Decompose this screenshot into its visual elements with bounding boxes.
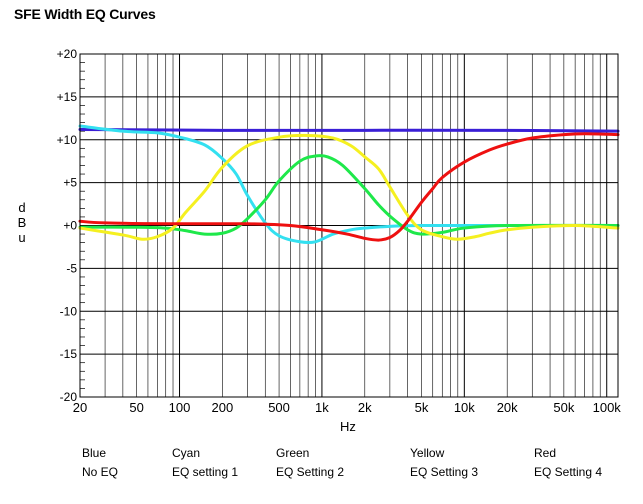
legend-entry-blue: Blue No EQ [82,444,118,482]
y-tick-label: -10 [60,304,78,318]
x-tick-label: 50 [129,400,143,415]
x-tick-label: 10k [454,400,475,415]
x-tick-label: 100 [169,400,191,415]
legend-setting: EQ setting 1 [172,465,239,479]
x-axis-ticks: 20 50 100 200 500 1k 2k 5k 10k 20k 50k 100k [73,400,622,415]
y-tick-label: -5 [66,261,77,275]
legend-entry-red: Red EQ Setting 4 [534,444,602,482]
y-tick-label: +5 [63,176,77,190]
legend-color-name: Blue [82,446,107,460]
legend-setting: EQ Setting 2 [276,465,345,479]
legend-entry-cyan: Cyan EQ setting 1 [172,444,238,482]
plot-series [78,124,620,245]
legend-setting: EQ Setting 4 [534,465,603,479]
x-tick-label: 20 [73,400,87,415]
x-tick-label: 1k [315,400,329,415]
y-tick-label: +0 [63,219,77,233]
y-tick-label: -20 [60,390,78,404]
y-tick-label: -15 [60,347,78,361]
legend-color-name: Green [276,446,310,460]
legend-color-name: Cyan [172,446,201,460]
chart-title: SFE Width EQ Curves [14,6,156,22]
x-tick-label: 200 [212,400,234,415]
x-tick-label: 5k [415,400,429,415]
series-line-yellow [78,133,620,241]
x-tick-label: 20k [497,400,518,415]
x-tick-label: 500 [268,400,290,415]
legend-color-name: Red [534,446,557,460]
legend-setting: No EQ [82,465,119,479]
x-tick-label: 50k [553,400,574,415]
legend-color-name: Yellow [410,446,445,460]
y-tick-label: +20 [57,47,78,61]
x-axis-label: Hz [340,419,356,434]
x-tick-label: 2k [358,400,372,415]
legend-entry-green: Green EQ Setting 2 [276,444,344,482]
series-line-cyan [78,124,620,245]
legend-setting: EQ Setting 3 [410,465,479,479]
legend-entry-yellow: Yellow EQ Setting 3 [410,444,478,482]
x-tick-label: 100k [593,400,622,415]
plot-frame [79,53,619,398]
series-line-red [78,132,620,242]
series-line-blue [78,127,620,133]
y-tick-label: +10 [57,133,78,147]
y-axis-ticks: +20 +15 +10 +5 +0 -5 -10 -15 -20 [57,47,78,404]
y-tick-label: +15 [57,90,78,104]
